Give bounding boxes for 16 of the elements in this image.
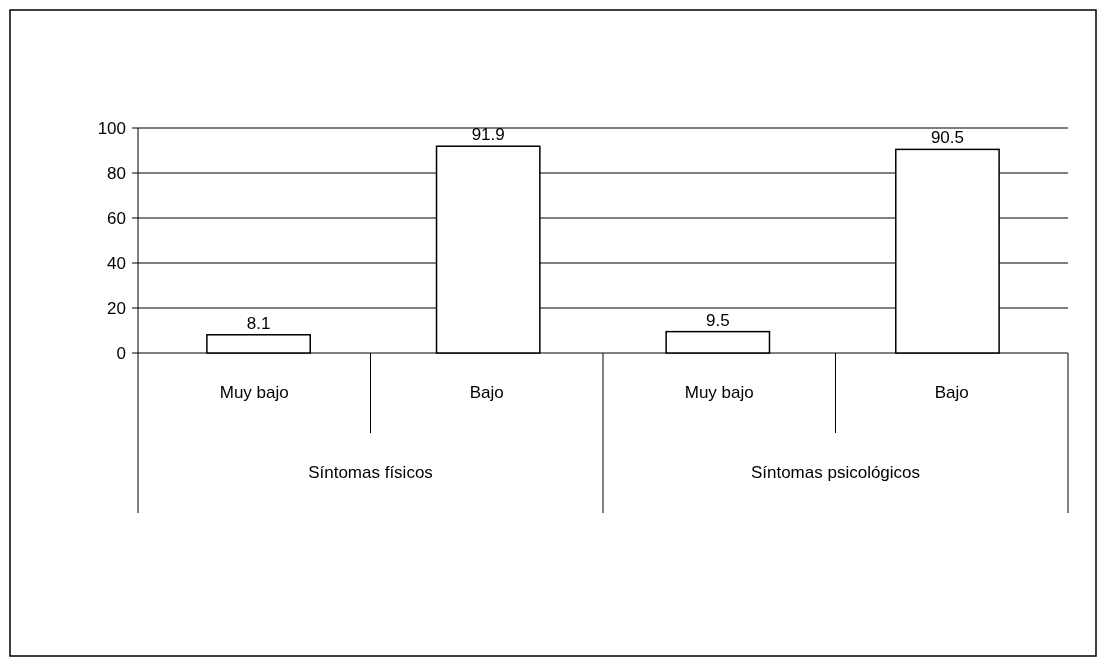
y-tick-label: 60	[107, 208, 126, 228]
x-tick-label: Bajo	[469, 383, 504, 402]
data-label: 91.9	[471, 125, 505, 145]
y-tick-label: 100	[97, 118, 126, 138]
data-label: 9.5	[705, 310, 730, 330]
y-tick-label: 40	[107, 253, 126, 273]
data-label: 90.5	[930, 128, 964, 148]
x-tick-label: Bajo	[934, 383, 969, 402]
y-tick-label: 0	[116, 343, 126, 363]
x-tick-label: Muy bajo	[219, 383, 289, 402]
y-tick-label: 80	[107, 163, 126, 183]
text: Síntomas físicos	[308, 463, 433, 482]
x-tick-label: Muy bajo	[684, 383, 754, 402]
text: Síntomas psicológicos	[750, 463, 921, 482]
y-tick-label: 20	[107, 298, 126, 318]
data-label: 8.1	[246, 313, 271, 333]
